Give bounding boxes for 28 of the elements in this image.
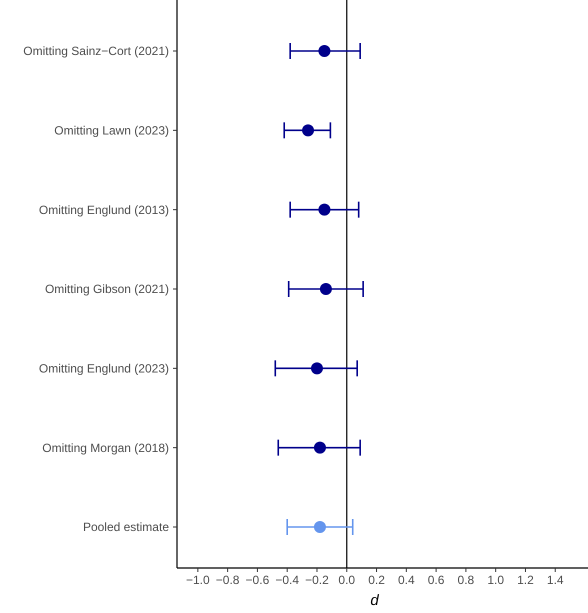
y-tick-label: Omitting Morgan (2018) [42,440,169,455]
y-tick-label: Omitting Lawn (2023) [54,124,169,138]
point [310,362,323,374]
x-tick-label: 1.2 [517,573,534,587]
y-tick-label: Omitting Sainz−Cort (2021) [23,44,169,58]
point [318,204,330,216]
x-tick-label: 0.6 [428,573,445,587]
x-tick-label: 0.8 [458,573,475,587]
x-tick-label: −1.0 [186,573,210,587]
x-tick-label: −0.4 [275,573,300,587]
x-tick-label: 1.0 [487,573,504,587]
x-tick-label: 0.4 [398,573,415,587]
point [302,124,314,136]
y-tick-label: Pooled estimate [82,520,170,534]
point [318,45,330,57]
x-tick-label: −0.8 [216,573,240,587]
y-tick-label: Omitting Englund (2023) [38,362,169,376]
point [314,521,326,533]
x-tick-label: 1.4 [546,573,564,587]
point [320,283,332,295]
x-tick-label: −0.2 [305,573,330,587]
x-tick-label: 0.0 [338,573,356,587]
y-tick-label: Omitting Englund (2013) [38,202,169,217]
y-tick-label: Omitting Gibson (2021) [44,282,169,296]
x-tick-label: 0.2 [368,573,386,587]
point [314,442,326,454]
x-axis-title: d [370,592,380,609]
x-tick-label: −0.6 [246,573,270,587]
